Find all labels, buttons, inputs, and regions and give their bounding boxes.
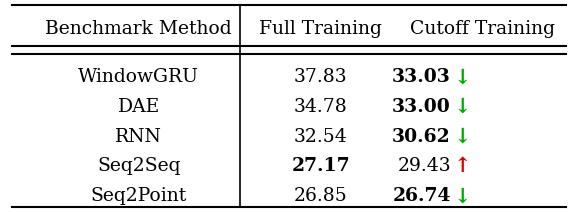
Text: 30.62: 30.62 bbox=[392, 128, 451, 146]
Text: 26.85: 26.85 bbox=[294, 187, 347, 205]
Text: Full Training: Full Training bbox=[260, 20, 382, 38]
Text: 33.03: 33.03 bbox=[392, 68, 451, 86]
Text: WindowGRU: WindowGRU bbox=[78, 68, 199, 86]
Text: 34.78: 34.78 bbox=[294, 98, 347, 116]
Text: ↓: ↓ bbox=[454, 97, 471, 117]
Text: 27.17: 27.17 bbox=[291, 158, 350, 175]
Text: Benchmark Method: Benchmark Method bbox=[46, 20, 232, 38]
Text: 37.83: 37.83 bbox=[294, 68, 347, 86]
Text: 32.54: 32.54 bbox=[294, 128, 347, 146]
Text: Cutoff Training: Cutoff Training bbox=[410, 20, 555, 38]
Text: DAE: DAE bbox=[117, 98, 160, 116]
Text: Seq2Seq: Seq2Seq bbox=[97, 158, 180, 175]
Text: ↓: ↓ bbox=[454, 186, 471, 206]
Text: Seq2Point: Seq2Point bbox=[91, 187, 187, 205]
Text: 29.43: 29.43 bbox=[397, 158, 451, 175]
Text: ↓: ↓ bbox=[454, 127, 471, 147]
Text: 33.00: 33.00 bbox=[392, 98, 451, 116]
Text: 26.74: 26.74 bbox=[392, 187, 451, 205]
Text: ↓: ↓ bbox=[454, 67, 471, 87]
Text: ↑: ↑ bbox=[454, 156, 471, 176]
Text: RNN: RNN bbox=[115, 128, 162, 146]
